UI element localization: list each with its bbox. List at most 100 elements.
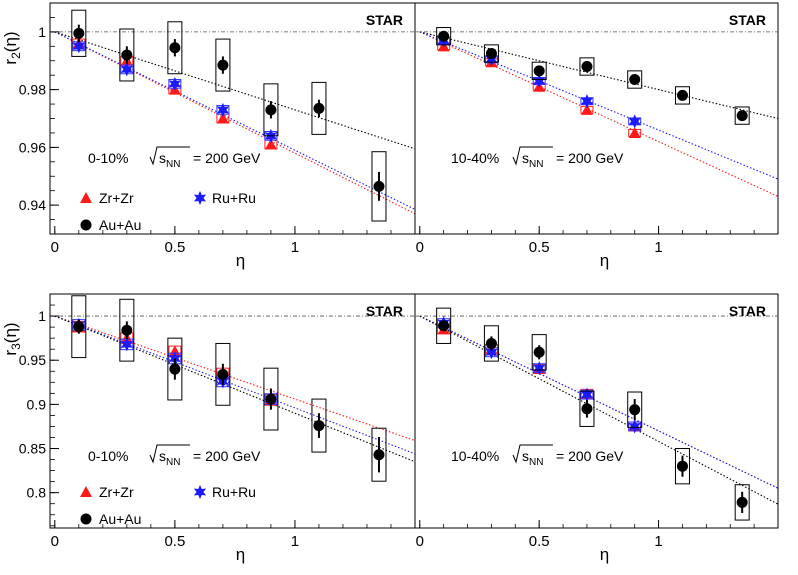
fit-line-au-au (419, 315, 779, 505)
x-tick-label: 0 (416, 239, 424, 256)
legend-zr-label: Zr+Zr (99, 484, 134, 500)
au-au-point (676, 460, 688, 472)
ru-ru-point (120, 62, 133, 77)
au-sys-box (674, 448, 690, 485)
x-tick-label: 1 (654, 239, 662, 256)
ru-ru-point (580, 387, 594, 402)
fit-line-ru-ru (419, 31, 779, 180)
au-au-point (169, 363, 181, 375)
ru-ru-point (533, 73, 546, 88)
x-tick-label: 0 (51, 239, 59, 256)
sqrt-s-var: s (522, 448, 529, 464)
sqrt-s-label: sNN (159, 448, 180, 468)
energy-label: = 200 GeV (193, 150, 261, 166)
centrality-label: 0-10% (88, 150, 128, 166)
x-tick-label: 1 (291, 533, 299, 550)
fit-line-zr-zr (419, 31, 779, 197)
au-au-point (629, 74, 641, 86)
au-sys-box (167, 21, 183, 75)
sqrt-s-subscript: NN (529, 159, 543, 170)
au-au-point (485, 48, 497, 60)
y-axis-label: r3(η) (1, 322, 23, 355)
sqrt-s-var: s (522, 150, 529, 166)
au-sys-box (436, 27, 452, 46)
zr-zr-point (628, 126, 641, 138)
experiment-label: STAR (366, 12, 403, 28)
experiment-label: STAR (366, 303, 403, 319)
y-axis-label-arg: (η) (1, 322, 20, 343)
legend-au-label: Au+Au (99, 511, 141, 527)
ru-ru-point (168, 76, 181, 91)
centrality-label: 10-40% (451, 448, 499, 464)
au-sys-box (119, 298, 135, 362)
y-tick-label: 0.96 (19, 139, 46, 155)
au-sys-box (531, 61, 547, 81)
au-au-point (581, 61, 593, 73)
au-sys-box (311, 81, 327, 135)
ru-ru-point (72, 39, 85, 54)
legend: Zr+Zr Ru+Ru Au+Au (80, 190, 256, 233)
y-tick-label: 1 (38, 308, 46, 324)
sqrt-sign (512, 444, 553, 464)
energy-label: = 200 GeV (556, 448, 624, 464)
legend-ru-marker (193, 191, 207, 205)
au-sys-box (627, 70, 643, 89)
sqrt-sign (149, 146, 190, 166)
centrality-annotation: 0-10% sNN = 200 GeV (88, 444, 261, 468)
legend-ru-label: Ru+Ru (212, 190, 256, 206)
y-axis-label-sub: 2 (9, 52, 23, 59)
ru-ru-point (533, 361, 546, 376)
au-sys-box (263, 83, 279, 137)
y-tick-label: 0.94 (19, 197, 46, 213)
y-tick-label: 1 (38, 24, 46, 40)
fit-line-zr-zr (54, 31, 416, 215)
au-sys-box (579, 390, 595, 427)
sqrt-s-label: sNN (159, 150, 180, 170)
au-au-point (438, 320, 450, 332)
au-au-point (313, 420, 325, 432)
au-sys-box (371, 151, 387, 222)
x-tick-label: 1 (654, 533, 662, 550)
y-tick-label: 0.98 (19, 82, 46, 98)
au-au-point (438, 30, 450, 42)
au-sys-box (215, 38, 231, 92)
ru-ru-point (168, 351, 181, 366)
fit-line-zr-zr (54, 315, 416, 442)
legend-ru-marker (193, 485, 207, 499)
energy-label: = 200 GeV (193, 448, 261, 464)
zr-zr-point (580, 103, 593, 115)
au-sys-box (71, 9, 87, 57)
y-axis-label-main: r (1, 350, 20, 356)
au-sys-box (483, 44, 499, 63)
x-tick-label: 0.5 (164, 533, 185, 550)
au-sys-box (167, 337, 183, 401)
sqrt-sign (512, 146, 553, 166)
ru-ru-point (120, 337, 133, 352)
au-au-point (736, 110, 748, 122)
ru-ru-point (485, 345, 498, 360)
centrality-annotation: 10-40% sNN = 200 GeV (451, 444, 624, 468)
sqrt-s-label: sNN (522, 448, 543, 468)
zr-zr-point (216, 112, 229, 124)
ru-ru-point (485, 52, 498, 67)
fit-line-ru-ru (54, 31, 416, 210)
y-tick-label: 0.9 (27, 396, 47, 412)
sqrt-s-subscript: NN (166, 159, 180, 170)
au-au-point (121, 49, 133, 61)
sqrt-s-var: s (159, 150, 166, 166)
y-axis-label-arg: (η) (1, 31, 20, 52)
legend-ru-label: Ru+Ru (212, 484, 256, 500)
au-au-point (73, 321, 85, 333)
fit-line-au-au (54, 315, 416, 463)
legend: Zr+Zr Ru+Ru Au+Au (80, 484, 256, 527)
au-au-point (533, 346, 545, 358)
y-tick-label: 0.8 (27, 485, 47, 501)
ru-ru-point (628, 419, 641, 434)
au-sys-box (119, 28, 135, 82)
energy-label: = 200 GeV (556, 150, 624, 166)
au-au-point (169, 42, 181, 54)
fit-line-ru-ru (54, 315, 416, 455)
sqrt-s-subscript: NN (529, 457, 543, 468)
fit-line-au-au (54, 31, 416, 150)
